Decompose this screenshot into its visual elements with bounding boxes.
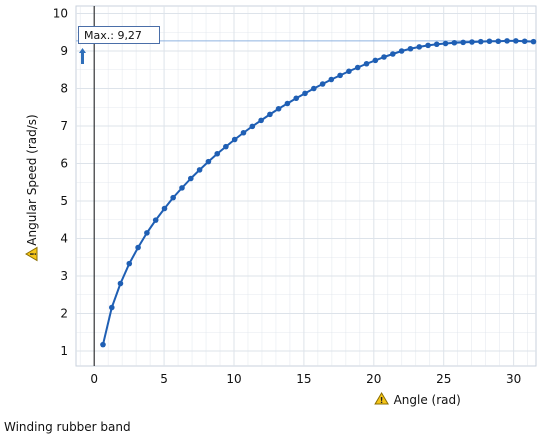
data-point — [302, 90, 308, 97]
data-point — [425, 42, 431, 49]
data-point — [196, 167, 203, 173]
data-point — [267, 111, 273, 118]
data-point — [477, 38, 484, 45]
data-point — [521, 38, 528, 45]
x-tick-label: 25 — [436, 372, 451, 386]
data-point — [513, 38, 519, 44]
data-point — [486, 38, 493, 45]
data-point — [152, 217, 159, 223]
data-point — [398, 48, 405, 54]
data-point — [144, 230, 150, 236]
data-point — [293, 95, 300, 102]
x-tick-label: 5 — [160, 372, 168, 386]
data-point — [390, 51, 396, 57]
x-tick-label: 10 — [226, 372, 241, 386]
max-value-label: Max.: 9,27 — [78, 26, 160, 44]
y-tick-label: 6 — [60, 157, 68, 171]
data-point — [328, 76, 335, 83]
data-point — [469, 39, 475, 45]
x-axis-title: Angle (rad) — [394, 393, 461, 407]
data-point — [451, 39, 458, 46]
y-tick-label: 4 — [60, 232, 68, 246]
data-point — [161, 205, 168, 212]
data-point — [170, 194, 176, 201]
data-point — [284, 100, 291, 107]
svg-text:!: ! — [29, 252, 38, 256]
y-tick-label: 2 — [60, 307, 68, 321]
warning-triangle-icon: ! — [374, 392, 389, 405]
data-point — [179, 185, 185, 191]
data-point — [460, 39, 466, 46]
up-arrow-icon — [79, 48, 86, 64]
data-point — [108, 304, 115, 311]
x-tick-label: 15 — [296, 372, 311, 386]
data-point — [354, 64, 361, 71]
x-tick-label: 0 — [90, 372, 98, 386]
y-tick-label: 3 — [60, 269, 68, 283]
warning-triangle-icon: ! — [25, 246, 38, 262]
data-point — [416, 44, 423, 50]
data-point — [442, 40, 449, 47]
data-point — [311, 85, 317, 92]
data-point — [319, 81, 326, 87]
data-point — [363, 60, 370, 67]
y-tick-label: 9 — [60, 44, 68, 58]
data-point — [346, 68, 352, 75]
data-point — [381, 54, 387, 60]
data-point — [249, 123, 256, 130]
chart-caption: Winding rubber band — [4, 420, 131, 434]
data-point — [504, 38, 510, 44]
tick-labels: 0 5 10 15 20 25 30 1 2 3 4 5 6 7 8 9 10 — [53, 7, 522, 387]
data-point — [205, 158, 212, 165]
data-point — [407, 45, 414, 52]
plot-area — [75, 5, 537, 367]
data-point — [530, 38, 537, 45]
data-point — [126, 260, 133, 267]
data-point — [495, 38, 502, 45]
data-point — [433, 41, 440, 48]
data-point — [337, 72, 343, 79]
grid — [75, 5, 537, 367]
y-tick-label: 5 — [60, 194, 68, 208]
data-series — [100, 38, 537, 348]
data-point — [214, 150, 221, 157]
data-point — [117, 280, 124, 287]
data-point — [275, 105, 282, 112]
svg-text:!: ! — [380, 396, 384, 405]
data-point — [223, 143, 229, 150]
y-tick-label: 8 — [60, 82, 68, 96]
data-point — [135, 244, 141, 251]
y-tick-label: 10 — [53, 7, 68, 21]
data-point — [240, 129, 247, 136]
data-point — [372, 57, 379, 64]
y-tick-label: 7 — [60, 119, 68, 133]
x-tick-label: 30 — [506, 372, 521, 386]
data-point — [231, 136, 238, 143]
data-point — [187, 175, 194, 182]
axis-titles: Angle (rad)! Angular Speed (rad/s)! — [25, 114, 461, 407]
y-tick-label: 1 — [60, 344, 68, 358]
data-point — [100, 341, 106, 348]
data-point — [258, 117, 264, 124]
x-tick-label: 20 — [366, 372, 381, 386]
y-axis-title: Angular Speed (rad/s) — [25, 114, 39, 245]
